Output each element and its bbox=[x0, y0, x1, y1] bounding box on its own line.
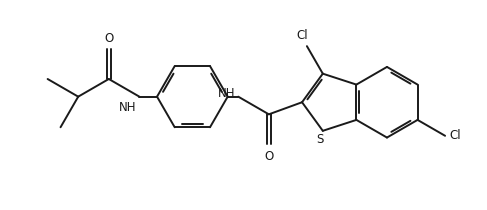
Text: S: S bbox=[317, 133, 324, 146]
Text: NH: NH bbox=[118, 101, 136, 114]
Text: Cl: Cl bbox=[450, 129, 461, 142]
Text: O: O bbox=[264, 150, 274, 163]
Text: NH: NH bbox=[218, 87, 235, 100]
Text: Cl: Cl bbox=[297, 29, 308, 42]
Text: O: O bbox=[104, 32, 113, 45]
